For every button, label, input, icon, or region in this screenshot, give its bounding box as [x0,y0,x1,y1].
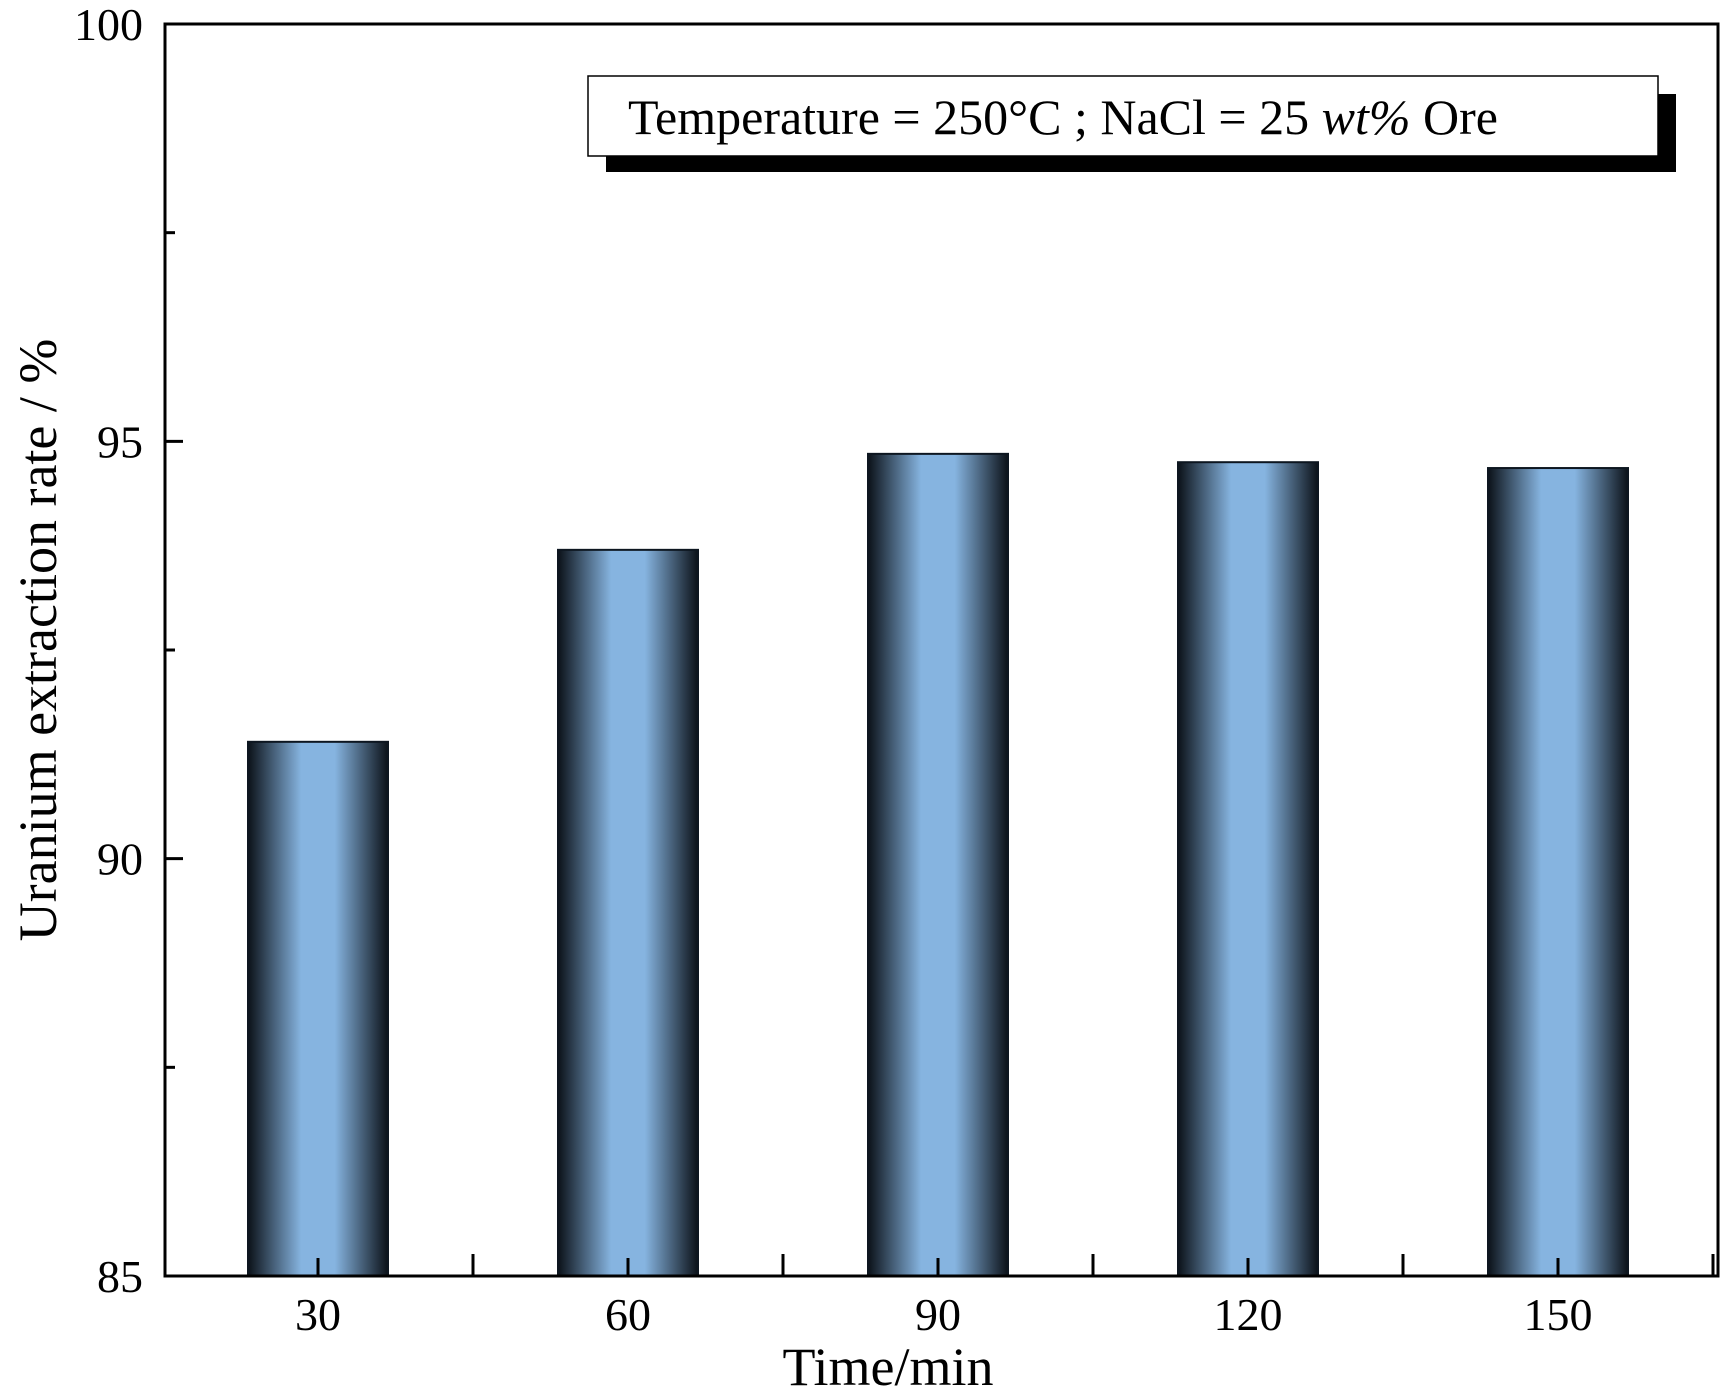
x-tick-label-120: 120 [1214,1289,1283,1340]
x-tick-label-60: 60 [605,1289,651,1340]
bar-90 [867,452,1009,1277]
x-tick-label-30: 30 [295,1289,341,1340]
annotation-suffix: Ore [1411,89,1498,145]
annotation-prefix: Temperature = 250°C ; NaCl = 25 [628,89,1322,145]
bar-120 [1177,461,1319,1277]
bar-30 [247,740,389,1277]
x-tick-label-150: 150 [1524,1289,1593,1340]
y-tick-label-95: 95 [97,416,143,467]
annotation-italic: wt% [1322,89,1411,145]
annotation-frame [587,75,1659,157]
y-tick-label-85: 85 [97,1251,143,1302]
bars-group [247,452,1629,1277]
y-axis-title: Uranium extraction rate / % [8,339,68,942]
x-axis-title: Time/min [782,1337,993,1391]
bar-60 [557,548,699,1277]
y-tick-label-100: 100 [74,0,143,50]
annotation-text: Temperature = 250°C ; NaCl = 25 wt% Ore [628,89,1498,145]
x-tick-label-90: 90 [915,1289,961,1340]
y-tick-label-90: 90 [97,834,143,885]
ticks-group: 85 90 95 100 30 60 90 120 150 [74,0,1715,1340]
bar-150 [1487,467,1629,1277]
annotation-box: Temperature = 250°C ; NaCl = 25 wt% Ore [587,75,1676,172]
